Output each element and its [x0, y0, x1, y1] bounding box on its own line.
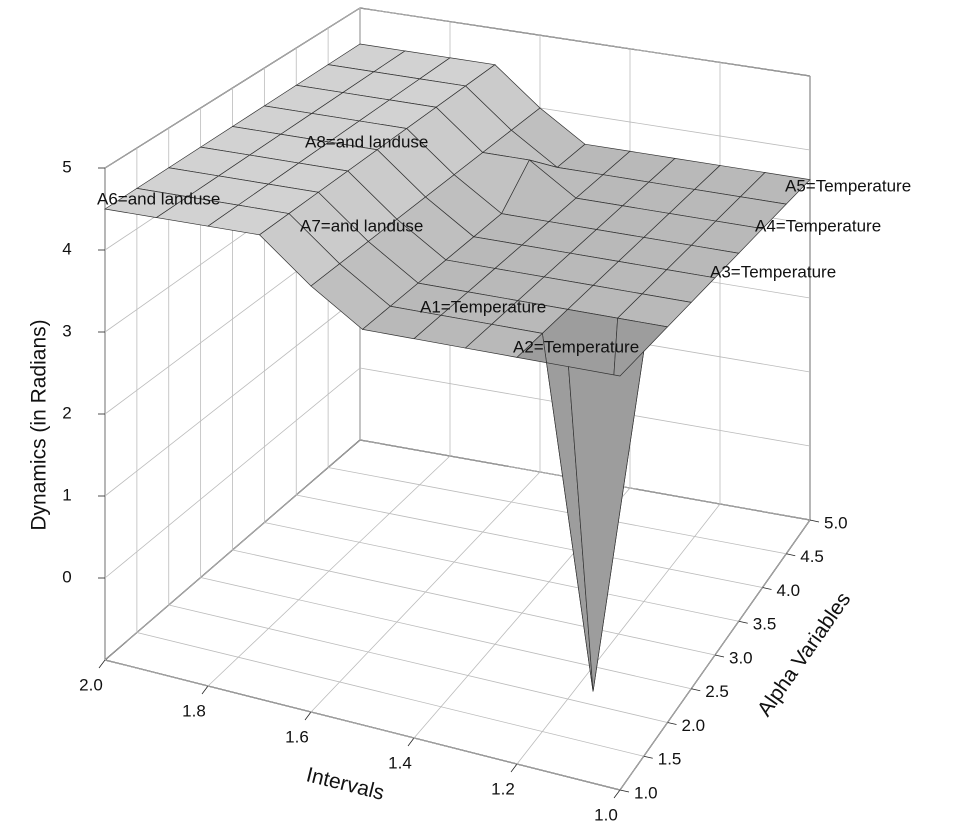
x-tick-label: 1.8 — [182, 701, 206, 720]
labels: 1.01.21.41.61.82.01.01.52.02.53.03.54.04… — [62, 132, 911, 822]
z-tick-label: 2 — [62, 403, 71, 422]
tick-mark — [98, 659, 106, 669]
z-tick-label: 4 — [62, 239, 71, 258]
y-tick-label: 4.0 — [777, 581, 801, 600]
x-tick-label: 2.0 — [79, 675, 103, 694]
tick-mark — [619, 789, 630, 793]
annotation: A5=Temperature — [785, 176, 911, 195]
x-tick-label: 1.2 — [491, 779, 515, 798]
grid-line — [200, 577, 692, 690]
y-tick-label: 3.5 — [753, 615, 777, 634]
grid-line — [104, 367, 361, 579]
tick-mark — [510, 763, 518, 773]
surface — [104, 43, 811, 692]
grid-line — [328, 467, 787, 555]
grid-line — [104, 295, 361, 497]
z-tick-label: 3 — [62, 321, 71, 340]
x-tick-label: 1.4 — [388, 753, 412, 772]
grid-line — [264, 522, 739, 622]
x-tick-label: 1.0 — [594, 805, 618, 822]
tick-mark — [786, 553, 796, 557]
tick-mark — [201, 685, 209, 695]
tick-mark — [809, 519, 820, 523]
grid-line — [104, 7, 361, 169]
y-tick-label: 4.5 — [800, 547, 824, 566]
annotation: A7=and landuse — [300, 216, 423, 235]
grid-line — [359, 7, 811, 77]
y-tick-label: 2.0 — [682, 716, 706, 735]
x-axis-title: Intervals — [304, 763, 387, 805]
y-tick-label: 5.0 — [824, 513, 848, 532]
tick-mark — [613, 789, 621, 799]
z-tick-label: 0 — [62, 567, 71, 586]
tick-mark — [691, 688, 701, 692]
grid-line — [136, 632, 644, 757]
y-tick-label: 1.0 — [634, 783, 658, 802]
grid-line — [168, 604, 668, 723]
surface-cell — [568, 350, 645, 692]
tick-mark — [304, 711, 312, 721]
y-tick-label: 3.0 — [729, 648, 753, 667]
y-tick-label: 2.5 — [705, 682, 729, 701]
tick-mark — [643, 755, 653, 759]
y-axis-title: Alpha Variables — [753, 588, 855, 720]
grid-line — [232, 549, 716, 656]
grid-line — [296, 494, 763, 588]
annotation: A3=Temperature — [710, 262, 836, 281]
grid-line — [104, 659, 621, 791]
annotation: A4=Temperature — [755, 216, 881, 235]
annotation: A1=Temperature — [420, 297, 546, 316]
tick-mark — [738, 620, 748, 624]
z-tick-label: 5 — [62, 157, 71, 176]
annotation: A2=Temperature — [513, 337, 639, 356]
x-tick-label: 1.6 — [285, 727, 309, 746]
tick-mark — [762, 587, 772, 590]
tick-mark — [407, 737, 415, 747]
z-tick-label: 1 — [62, 485, 71, 504]
z-axis-title: Dynamics (in Radians) — [28, 319, 51, 530]
y-tick-label: 1.5 — [658, 750, 682, 769]
annotation: A6=and landuse — [97, 189, 220, 208]
tick-mark — [667, 722, 677, 725]
annotation: A8=and landuse — [305, 132, 428, 151]
tick-mark — [714, 654, 725, 658]
